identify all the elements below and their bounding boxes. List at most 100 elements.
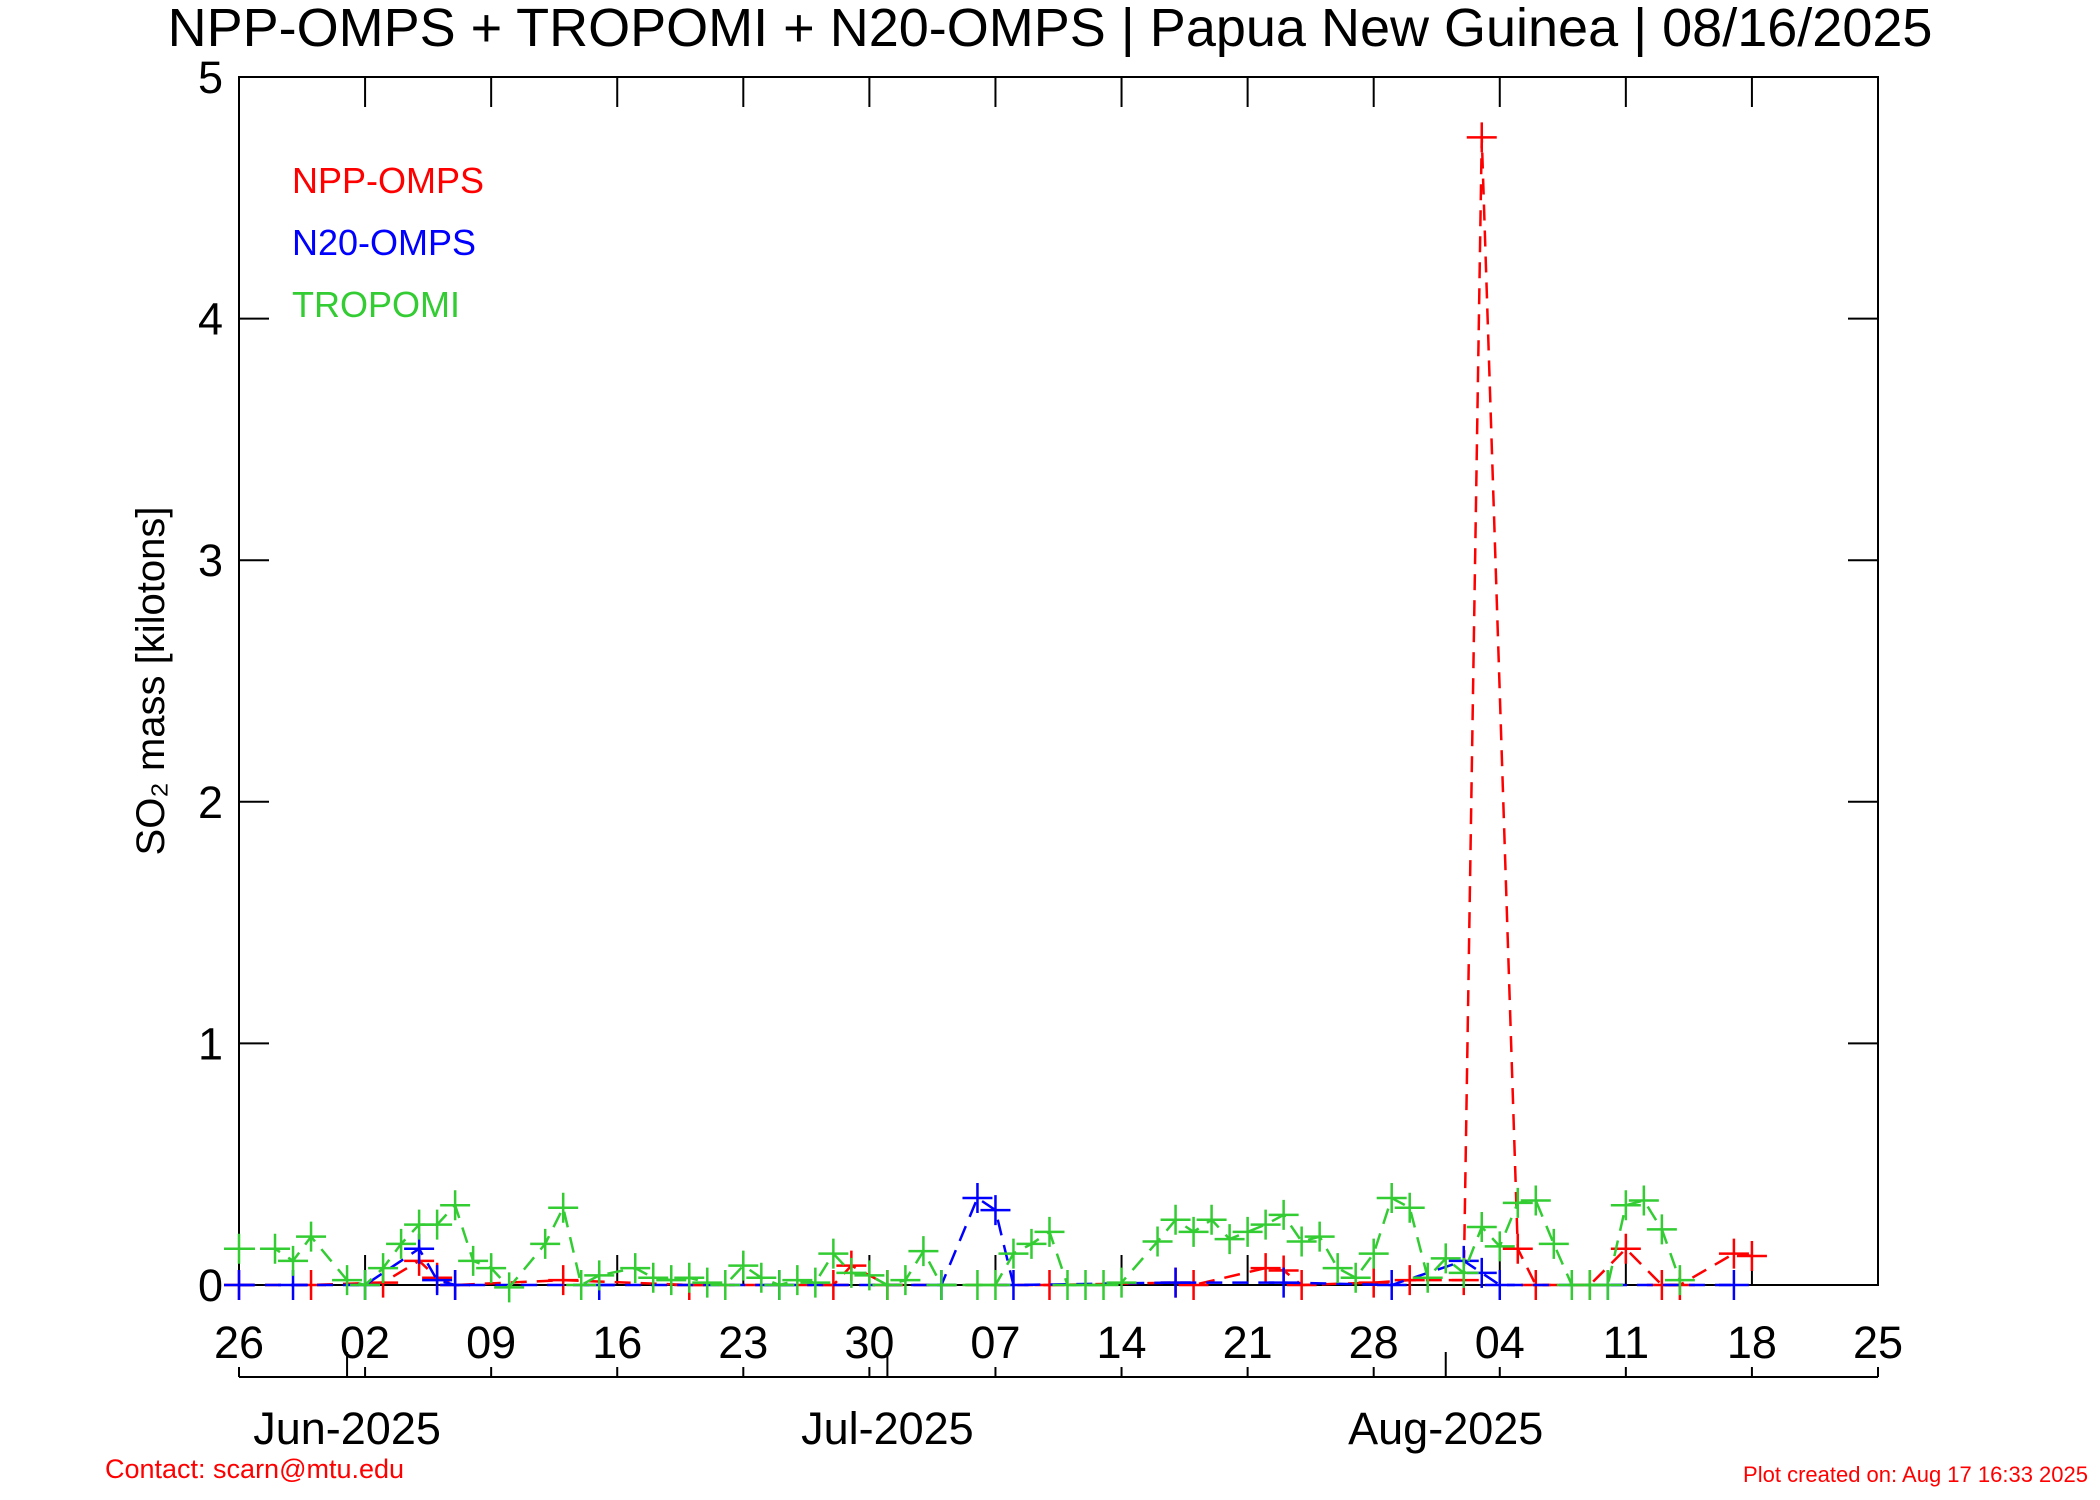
marker [1376,1183,1407,1214]
month-label: Aug-2025 [1348,1403,1543,1454]
x-tick-label: 30 [844,1317,894,1368]
marker [1466,122,1497,153]
marker [962,1183,993,1214]
marker [1034,1216,1065,1247]
y-axis-label: SO₂ mass [kilotons] [129,507,173,856]
marker [1646,1214,1677,1245]
marker [476,1253,507,1284]
marker [692,1267,723,1298]
marker [1304,1221,1335,1252]
marker [800,1267,831,1298]
marker [422,1209,453,1240]
x-tick-label: 28 [1349,1317,1399,1368]
marker [1430,1243,1461,1274]
marker [782,1265,813,1296]
series-line [239,1196,1734,1287]
marker [890,1265,921,1296]
marker [1718,1238,1749,1269]
marker [1196,1204,1227,1235]
marker [1412,1262,1443,1293]
legend-entry: NPP-OMPS [292,160,484,201]
marker [548,1192,579,1223]
marker [1358,1238,1389,1269]
marker [1448,1257,1479,1288]
y-tick-label: 2 [198,777,223,828]
marker [908,1236,939,1267]
marker [1610,1190,1641,1221]
marker [530,1228,561,1259]
marker [494,1272,525,1303]
marker [1466,1212,1497,1243]
marker [1016,1228,1047,1259]
marker [1592,1270,1623,1300]
x-tick-label: 21 [1223,1317,1273,1368]
marker [980,1195,1011,1226]
marker [656,1265,687,1296]
marker [674,1262,705,1293]
contact: Contact: scarn@mtu.edu [105,1454,404,1484]
marker [1214,1224,1245,1255]
x-tick-label: 04 [1475,1317,1525,1368]
marker [1232,1216,1263,1247]
marker [1538,1228,1569,1259]
marker [1484,1270,1515,1300]
x-tick-label: 07 [970,1317,1020,1368]
x-tick-label: 02 [340,1317,390,1368]
marker [1484,1231,1515,1262]
marker [728,1250,759,1281]
marker [620,1253,651,1284]
marker [1340,1262,1371,1293]
marker [980,1270,1011,1300]
marker [350,1270,381,1300]
x-tick-label: 26 [214,1317,264,1368]
marker [296,1221,327,1252]
y-tick-label: 0 [198,1260,223,1311]
marker [1178,1216,1209,1247]
marker [1520,1185,1551,1216]
marker [1736,1241,1767,1272]
x-tick-label: 11 [1602,1317,1649,1368]
chart-title: NPP-OMPS + TROPOMI + N20-OMPS | Papua Ne… [168,0,1933,58]
y-tick-label: 4 [198,294,223,345]
marker [224,1270,254,1300]
marker [440,1270,471,1300]
marker [1286,1226,1317,1257]
marker [746,1262,777,1293]
marker [638,1262,669,1293]
marker [1160,1204,1191,1235]
marker [422,1265,453,1296]
legend-entry: N20-OMPS [292,222,476,263]
marker [1358,1267,1389,1298]
marker [332,1265,363,1296]
marker [1250,1253,1281,1284]
y-tick-label: 5 [198,52,223,103]
marker [1394,1265,1425,1296]
marker [1178,1270,1209,1300]
marker [368,1253,399,1284]
x-tick-label: 18 [1727,1317,1777,1368]
marker [440,1190,471,1221]
x-tick-label: 23 [718,1317,768,1368]
x-tick-label: 25 [1853,1317,1903,1368]
marker [1502,1233,1533,1264]
marker [926,1270,957,1300]
marker [1376,1270,1407,1300]
marker [764,1270,795,1300]
month-label: Jul-2025 [801,1403,974,1454]
created-note: Plot created on: Aug 17 16:33 2025 [1743,1462,2088,1487]
marker [1628,1185,1659,1216]
marker [458,1245,489,1276]
marker [1664,1265,1695,1296]
marker [1142,1226,1173,1257]
marker [1502,1187,1533,1218]
marker [1268,1267,1299,1298]
marker [584,1260,615,1291]
marker [872,1270,903,1300]
marker [1394,1192,1425,1223]
marker [1322,1253,1353,1284]
month-label: Jun-2025 [253,1403,441,1454]
marker [998,1238,1029,1269]
marker [1106,1267,1137,1298]
x-tick-label: 16 [592,1317,642,1368]
